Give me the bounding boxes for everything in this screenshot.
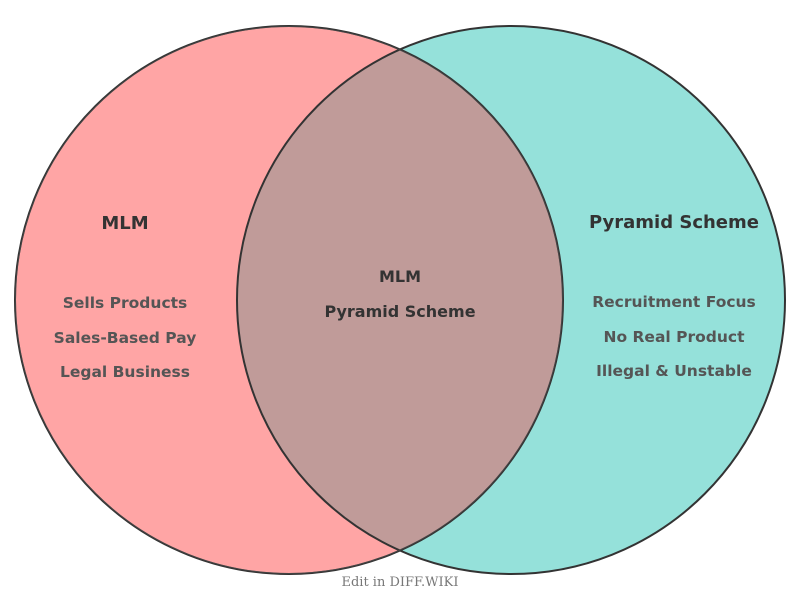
right-item: No Real Product [603,328,745,346]
right-circle-outline [236,25,786,575]
right-item: Illegal & Unstable [596,362,752,380]
footer-link[interactable]: Edit in DIFF.WIKI [341,575,458,590]
overlap-region [237,26,563,574]
left-item: Sales-Based Pay [54,329,197,347]
left-item: Sells Products [63,294,188,312]
overlap-item: Pyramid Scheme [324,302,475,321]
right-title: Pyramid Scheme [589,212,759,233]
overlap-item: MLM [379,267,421,286]
left-item: Legal Business [60,363,190,381]
right-item: Recruitment Focus [592,293,756,311]
left-title: MLM [101,213,148,234]
